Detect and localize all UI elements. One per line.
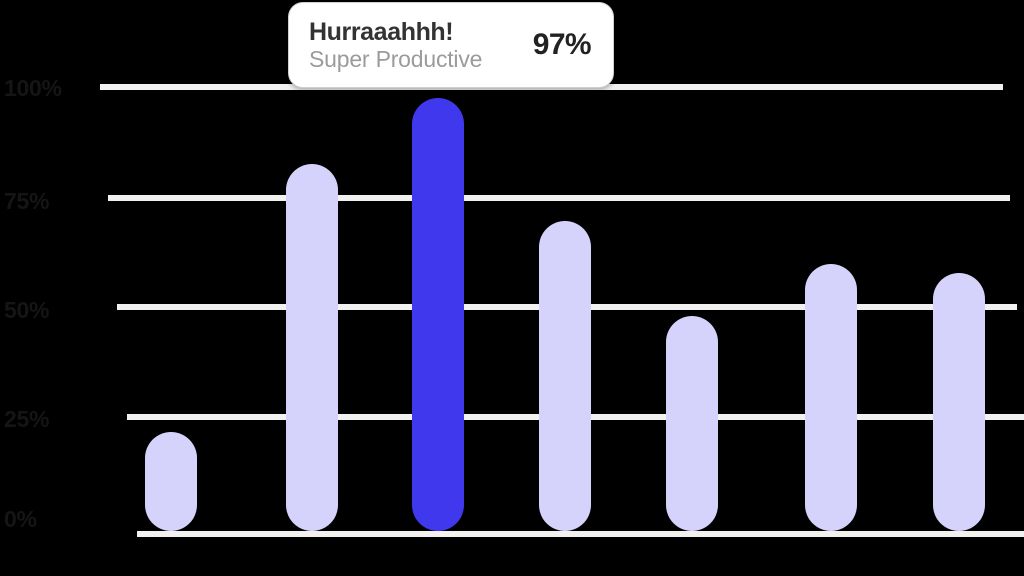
bar-3[interactable] [412,98,464,531]
gridline-0pct [137,531,1024,537]
tooltip-text-block: Hurraaahhh! Super Productive [309,18,482,72]
bar-5[interactable] [666,316,718,531]
y-tick-label-25pct: 25% [4,406,50,432]
tooltip-subtitle: Super Productive [309,45,483,72]
y-tick-label-75pct: 75% [4,188,50,214]
y-tick-label-50pct: 50% [4,297,50,323]
tooltip-value: 97% [532,28,592,61]
bar-7[interactable] [933,273,985,531]
tooltip-title: Hurraaahhh! [309,17,454,46]
y-tick-label-0pct: 0% [4,506,37,532]
bar-2[interactable] [286,164,338,531]
bar-4[interactable] [539,221,591,531]
y-tick-label-100pct: 100% [4,75,62,101]
bar-1[interactable] [145,432,197,531]
gridline-75pct [108,195,1010,201]
bar-6[interactable] [805,264,857,531]
value-tooltip[interactable]: Hurraaahhh! Super Productive 97% [288,2,614,88]
